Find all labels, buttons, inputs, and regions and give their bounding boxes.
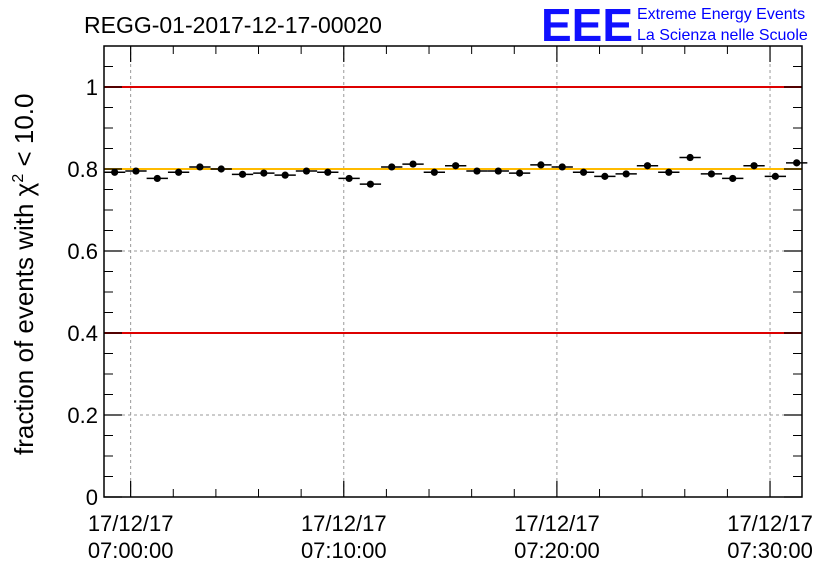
y-axis-label: fraction of events with χ2 < 10.0 <box>9 94 39 455</box>
data-point <box>111 168 119 176</box>
eee-logo-line2: La Scienza nelle Scuole <box>637 27 808 44</box>
y-tick-label: 0.8 <box>67 157 98 182</box>
reference-lines <box>104 86 802 334</box>
data-point <box>750 162 758 170</box>
data-point <box>729 174 737 183</box>
eee-logo: EEE Extreme Energy Events La Scienza nel… <box>541 0 808 51</box>
data-point <box>452 162 460 170</box>
eee-logo-line1: Extreme Energy Events <box>637 6 805 23</box>
data-point <box>388 163 396 171</box>
data-point <box>579 168 588 176</box>
data-point <box>196 163 204 171</box>
data-point <box>281 171 289 179</box>
x-tick-label-time: 07:10:00 <box>301 538 387 563</box>
data-point <box>366 180 375 188</box>
data-point <box>473 167 481 175</box>
axis-ticks: 00.20.40.60.8117/12/1707:00:0017/12/1707… <box>67 45 813 563</box>
data-point <box>238 170 247 178</box>
data-point <box>622 170 630 178</box>
y-tick-label: 0 <box>86 485 98 510</box>
y-tick-label: 0.2 <box>67 403 98 428</box>
data-point <box>494 167 502 175</box>
data-point <box>601 172 609 180</box>
y-axis-label-symbol: χ <box>9 182 39 196</box>
data-point <box>643 162 652 170</box>
data-point <box>345 174 353 183</box>
x-tick-label-date: 17/12/17 <box>727 511 813 536</box>
data-point <box>516 169 524 177</box>
data-point <box>409 160 417 168</box>
y-axis-label-superscript: 2 <box>10 174 27 183</box>
data-point <box>537 161 545 169</box>
data-point <box>771 172 779 180</box>
data-point <box>793 159 801 167</box>
data-point <box>132 167 140 175</box>
x-tick-label-date: 17/12/17 <box>88 511 174 536</box>
data-point <box>302 167 311 175</box>
data-points <box>104 153 808 188</box>
data-point <box>430 168 438 176</box>
data-point <box>707 170 716 178</box>
y-tick-label: 0.6 <box>67 239 98 264</box>
chart-title: REGG-01-2017-12-17-00020 <box>84 12 382 38</box>
eee-logo-mark: EEE <box>541 0 633 51</box>
x-tick-label-date: 17/12/17 <box>301 511 387 536</box>
y-axis-label-suffix: < 10.0 <box>9 94 39 174</box>
data-point <box>217 165 225 173</box>
data-point <box>153 174 161 183</box>
data-point <box>324 168 332 176</box>
plot-frame <box>103 45 803 498</box>
data-point <box>174 168 183 176</box>
data-point <box>665 168 673 176</box>
data-point <box>558 163 566 171</box>
data-point <box>260 169 268 177</box>
grid-lines <box>104 46 802 497</box>
data-point <box>686 153 694 162</box>
x-tick-label-date: 17/12/17 <box>514 511 600 536</box>
y-tick-label: 1 <box>86 75 98 100</box>
y-tick-label: 0.4 <box>67 321 98 346</box>
x-tick-label-time: 07:00:00 <box>88 538 174 563</box>
y-axis-label-prefix: fraction of events with <box>9 196 39 455</box>
x-tick-label-time: 07:20:00 <box>514 538 600 563</box>
x-tick-label-time: 07:30:00 <box>727 538 813 563</box>
